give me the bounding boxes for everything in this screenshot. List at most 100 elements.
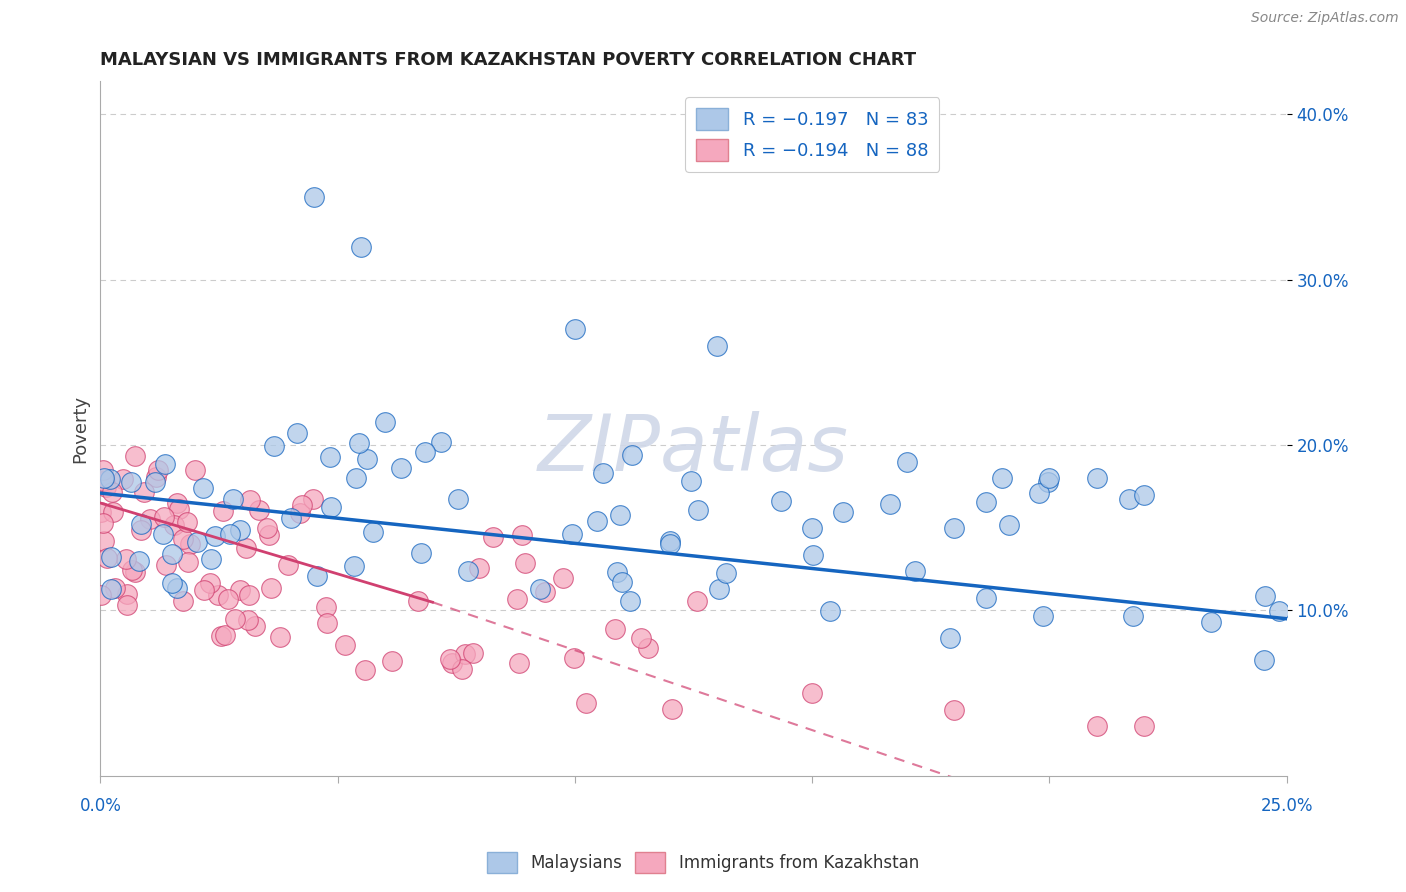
Point	[1036, 475, 1059, 490]
Point	[235, 541, 257, 555]
Point	[228, 523, 250, 537]
Point	[451, 662, 474, 676]
Point	[100, 582, 122, 596]
Point	[592, 467, 614, 481]
Point	[801, 521, 824, 535]
Point	[96, 480, 118, 494]
Point	[707, 582, 730, 597]
Point	[356, 451, 378, 466]
Point	[904, 564, 927, 578]
Point	[93, 533, 115, 548]
Point	[610, 575, 633, 590]
Point	[1085, 471, 1108, 485]
Point	[939, 631, 962, 645]
Point	[630, 632, 652, 646]
Point	[238, 588, 260, 602]
Point	[515, 556, 537, 570]
Point	[319, 500, 342, 514]
Point	[93, 471, 115, 485]
Point	[1201, 615, 1223, 629]
Point	[139, 512, 162, 526]
Point	[90, 588, 112, 602]
Point	[193, 583, 215, 598]
Point	[302, 492, 325, 507]
Point	[115, 587, 138, 601]
Point	[943, 521, 966, 535]
Point	[315, 600, 337, 615]
Point	[1254, 590, 1277, 604]
Point	[209, 629, 232, 643]
Point	[609, 508, 631, 523]
Point	[658, 537, 681, 551]
Point	[269, 630, 291, 644]
Point	[454, 648, 477, 662]
Point	[688, 503, 710, 517]
Point	[101, 505, 124, 519]
Point	[551, 570, 574, 584]
Point	[534, 584, 557, 599]
Point	[90, 505, 112, 519]
Point	[91, 463, 114, 477]
Point	[167, 502, 190, 516]
Y-axis label: Poverty: Poverty	[72, 394, 89, 463]
Point	[1028, 486, 1050, 500]
Point	[343, 558, 366, 573]
Point	[224, 612, 246, 626]
Point	[259, 527, 281, 541]
Point	[391, 461, 413, 475]
Point	[974, 591, 997, 606]
Point	[1122, 608, 1144, 623]
Point	[291, 498, 314, 512]
Point	[506, 591, 529, 606]
Point	[350, 240, 373, 254]
Point	[801, 549, 824, 563]
Point	[564, 322, 586, 336]
Point	[1118, 491, 1140, 506]
Point	[896, 455, 918, 469]
Point	[285, 425, 308, 440]
Point	[115, 598, 138, 612]
Point	[222, 491, 245, 506]
Point	[103, 581, 125, 595]
Point	[162, 518, 184, 533]
Point	[457, 564, 479, 578]
Point	[288, 506, 311, 520]
Point	[406, 594, 429, 608]
Point	[706, 339, 728, 353]
Point	[1253, 653, 1275, 667]
Point	[128, 554, 150, 568]
Point	[801, 686, 824, 700]
Point	[100, 549, 122, 564]
Point	[441, 656, 464, 670]
Point	[315, 616, 337, 631]
Point	[124, 566, 146, 580]
Point	[217, 592, 239, 607]
Point	[943, 703, 966, 717]
Text: 0.0%: 0.0%	[79, 797, 121, 814]
Point	[409, 546, 432, 560]
Point	[461, 646, 484, 660]
Point	[302, 190, 325, 204]
Point	[263, 439, 285, 453]
Point	[121, 563, 143, 577]
Point	[143, 475, 166, 490]
Point	[512, 528, 534, 542]
Point	[166, 496, 188, 510]
Point	[172, 532, 194, 546]
Point	[447, 491, 470, 506]
Point	[879, 497, 901, 511]
Point	[176, 515, 198, 529]
Legend: Malaysians, Immigrants from Kazakhstan: Malaysians, Immigrants from Kazakhstan	[481, 846, 925, 880]
Point	[439, 652, 461, 666]
Point	[211, 504, 233, 518]
Point	[1133, 488, 1156, 502]
Point	[200, 576, 222, 591]
Point	[1085, 719, 1108, 733]
Point	[166, 581, 188, 595]
Point	[621, 448, 644, 462]
Point	[183, 463, 205, 477]
Point	[1032, 608, 1054, 623]
Point	[129, 523, 152, 537]
Point	[280, 511, 302, 525]
Point	[152, 527, 174, 541]
